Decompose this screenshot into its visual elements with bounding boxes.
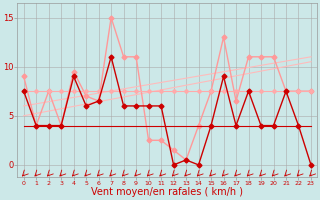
X-axis label: Vent moyen/en rafales ( km/h ): Vent moyen/en rafales ( km/h ): [91, 187, 243, 197]
